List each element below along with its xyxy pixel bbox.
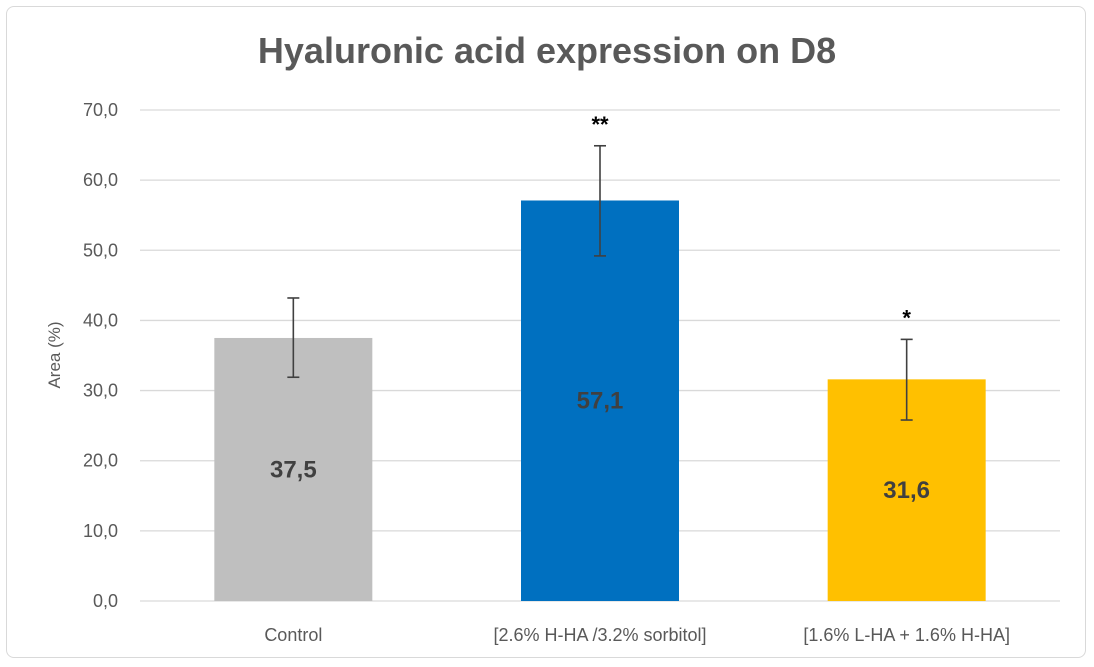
chart-title: Hyaluronic acid expression on D8 xyxy=(257,30,837,71)
significance-marker: ** xyxy=(591,112,609,137)
y-tick-label: 40,0 xyxy=(83,310,118,330)
x-tick-label: [2.6% H-HA /3.2% sorbitol] xyxy=(493,625,706,645)
x-tick-label: [1.6% L-HA + 1.6% H-HA] xyxy=(803,625,1010,645)
data-label: 37,5 xyxy=(270,456,317,483)
y-tick-label: 50,0 xyxy=(83,240,118,260)
bar xyxy=(214,337,373,601)
data-label: 31,6 xyxy=(883,477,930,504)
data-label: 57,1 xyxy=(577,388,624,415)
y-tick-label: 20,0 xyxy=(83,451,118,471)
y-axis-label: Area (%) xyxy=(45,321,64,388)
y-tick-label: 60,0 xyxy=(83,170,118,190)
bar xyxy=(521,200,679,601)
y-tick-label: 30,0 xyxy=(83,381,118,401)
error-bars xyxy=(287,144,913,421)
y-tick-label: 0,0 xyxy=(93,591,118,611)
labels: 37,5 Control 57,1 ** [2.6% H-HA /3.2% sorbit… xyxy=(264,112,1010,645)
y-tick-label: 70,0 xyxy=(83,100,118,120)
significance-marker: * xyxy=(902,305,911,330)
x-tick-label: Control xyxy=(264,625,322,645)
bars xyxy=(214,200,986,601)
y-tick-label: 10,0 xyxy=(83,521,118,541)
y-axis-ticks: 0,0 10,0 20,0 30,0 40,0 50,0 60,0 70,0 xyxy=(83,100,118,611)
